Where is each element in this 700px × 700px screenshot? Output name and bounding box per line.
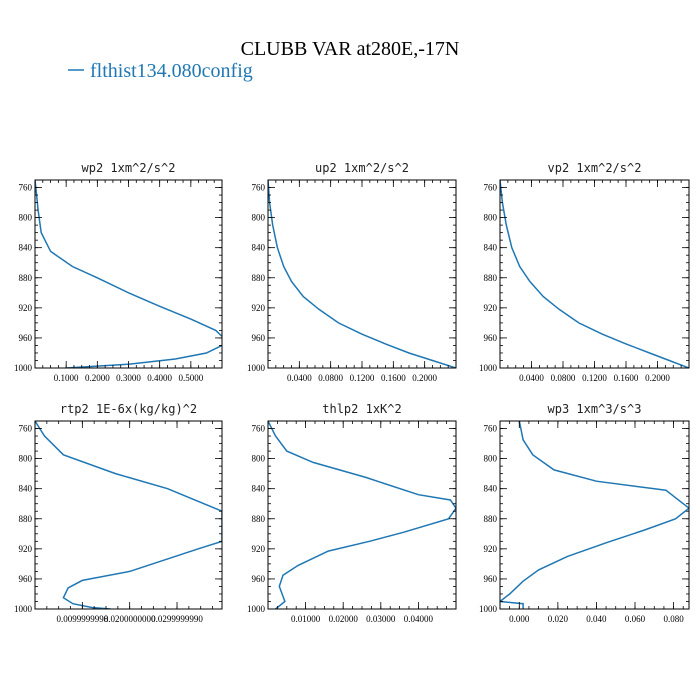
series-line	[500, 421, 689, 609]
panel-2: up2 1xm^2/s^2 760 800 840 880 920 960 1000 0.040…	[247, 161, 457, 383]
y-tick-label: 1000	[247, 604, 266, 614]
plot-frame	[499, 179, 690, 369]
panel-title: vp2 1xm^2/s^2	[548, 161, 642, 175]
y-tick-label: 920	[19, 303, 33, 313]
series-line	[35, 180, 222, 368]
x-tick-label: 0.0099999998	[56, 614, 108, 624]
y-tick-label: 840	[19, 484, 33, 494]
y-tick-label: 840	[484, 484, 498, 494]
x-tick-label: 0.4000	[147, 373, 172, 383]
plot-frame	[499, 420, 690, 610]
x-tick-label: 0.1600	[381, 373, 406, 383]
y-tick-label: 880	[252, 514, 266, 524]
x-tick-label: 0.0400	[519, 373, 544, 383]
x-tick-label: 0.1200	[350, 373, 375, 383]
panel-title: rtp2 1E-6x(kg/kg)^2	[60, 402, 197, 416]
y-tick-label: 800	[484, 454, 498, 464]
y-tick-label: 800	[252, 454, 266, 464]
y-tick-label: 880	[252, 273, 266, 283]
panel-grid: wp2 1xm^2/s^2 760 800 840 880 920 960 1000 0.100…	[14, 161, 690, 624]
y-tick-label: 920	[252, 303, 266, 313]
panel-4: rtp2 1E-6x(kg/kg)^2 760 800 840 880 920 960 100…	[14, 402, 223, 624]
x-tick-label: 0.5000	[178, 373, 203, 383]
plot-frame	[34, 179, 223, 369]
y-tick-label: 1000	[479, 363, 498, 373]
x-tick-label: 0.0400	[287, 373, 312, 383]
y-tick-label: 760	[252, 183, 266, 193]
series-line	[35, 421, 222, 609]
x-tick-label: 0.1600	[614, 373, 639, 383]
y-tick-label: 920	[484, 303, 498, 313]
panel-title: wp3 1xm^3/s^3	[548, 402, 642, 416]
y-tick-label: 880	[19, 514, 33, 524]
legend-label: flthist134.080config	[90, 60, 253, 82]
x-tick-label: 0.080	[663, 614, 684, 624]
y-tick-label: 760	[252, 424, 266, 434]
x-tick-label: 0.0200000000	[104, 614, 156, 624]
y-tick-label: 960	[252, 333, 266, 343]
y-tick-label: 880	[19, 273, 33, 283]
panel-title: up2 1xm^2/s^2	[315, 161, 409, 175]
y-tick-label: 960	[252, 574, 266, 584]
y-tick-label: 840	[484, 243, 498, 253]
panel-1: wp2 1xm^2/s^2 760 800 840 880 920 960 1000 0.100…	[14, 161, 223, 383]
y-tick-label: 800	[484, 213, 498, 223]
y-tick-label: 920	[252, 544, 266, 554]
figure-title: CLUBB VAR at280E,-17N	[241, 38, 460, 60]
series-line	[268, 180, 456, 368]
x-tick-label: 0.2000	[85, 373, 110, 383]
x-tick-label: 0.000	[509, 614, 530, 624]
y-tick-label: 920	[19, 544, 33, 554]
x-tick-label: 0.0800	[318, 373, 343, 383]
x-tick-label: 0.1200	[582, 373, 607, 383]
x-tick-label: 0.020	[548, 614, 569, 624]
x-tick-label: 0.040	[586, 614, 607, 624]
plot-frame	[267, 179, 457, 369]
x-tick-label: 0.1000	[54, 373, 79, 383]
y-tick-label: 1000	[14, 363, 33, 373]
series-line	[268, 421, 456, 609]
y-tick-label: 960	[19, 333, 33, 343]
x-tick-label: 0.03000	[366, 614, 396, 624]
y-tick-label: 1000	[479, 604, 498, 614]
y-tick-label: 840	[252, 243, 266, 253]
y-tick-label: 840	[252, 484, 266, 494]
x-tick-label: 0.01000	[291, 614, 321, 624]
y-tick-label: 920	[484, 544, 498, 554]
y-tick-label: 880	[484, 273, 498, 283]
y-tick-label: 760	[484, 424, 498, 434]
panel-title: thlp2 1xK^2	[322, 402, 401, 416]
x-tick-label: 0.0800	[551, 373, 576, 383]
y-tick-label: 800	[252, 213, 266, 223]
x-tick-label: 0.2000	[412, 373, 437, 383]
panel-title: wp2 1xm^2/s^2	[82, 161, 176, 175]
y-tick-label: 800	[19, 454, 33, 464]
x-tick-label: 0.0299999990	[151, 614, 203, 624]
y-tick-label: 760	[19, 183, 33, 193]
figure-legend: flthist134.080config	[68, 60, 253, 82]
y-tick-label: 960	[484, 333, 498, 343]
x-tick-label: 0.3000	[116, 373, 141, 383]
panel-5: thlp2 1xK^2 760 800 840 880 920 960 1000 0.01000…	[247, 402, 457, 624]
x-tick-label: 0.2000	[645, 373, 670, 383]
panel-3: vp2 1xm^2/s^2 760 800 840 880 920 960 1000 0.040…	[479, 161, 690, 383]
plot-frame	[34, 420, 223, 610]
y-tick-label: 840	[19, 243, 33, 253]
y-tick-label: 960	[484, 574, 498, 584]
y-tick-label: 800	[19, 213, 33, 223]
y-tick-label: 1000	[14, 604, 33, 614]
panel-6: wp3 1xm^3/s^3 760 800 840 880 920 960 1000 0.000…	[479, 402, 690, 624]
y-tick-label: 880	[484, 514, 498, 524]
plot-frame	[267, 420, 457, 610]
y-tick-label: 960	[19, 574, 33, 584]
x-tick-label: 0.060	[625, 614, 646, 624]
x-tick-label: 0.04000	[404, 614, 434, 624]
y-tick-label: 760	[19, 424, 33, 434]
x-tick-label: 0.02000	[329, 614, 359, 624]
series-line	[500, 180, 689, 368]
y-tick-label: 1000	[247, 363, 266, 373]
y-tick-label: 760	[484, 183, 498, 193]
